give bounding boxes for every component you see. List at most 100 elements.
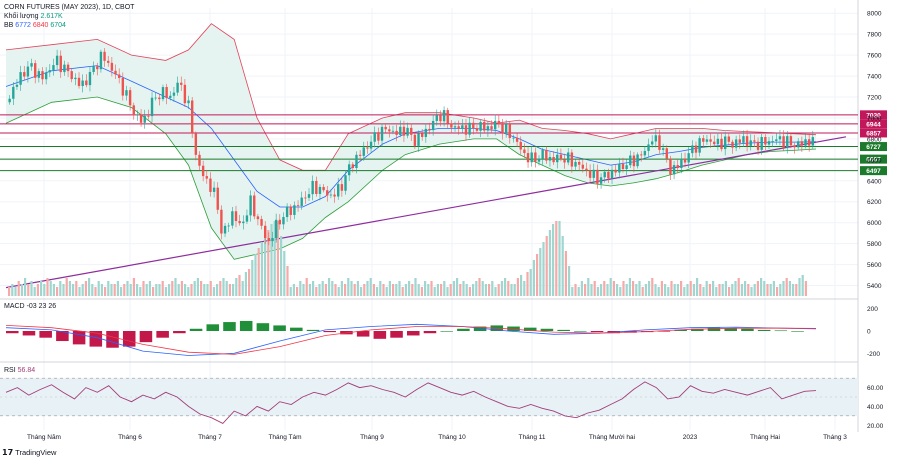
volume-bar: [603, 281, 606, 296]
candle-down: [132, 105, 135, 116]
level-tag-6727: [860, 142, 887, 152]
volume-bar: [129, 284, 132, 296]
volume-bar: [353, 284, 356, 296]
candle-down: [807, 139, 811, 146]
volume-bar: [779, 284, 782, 296]
candle-up: [227, 225, 230, 227]
volume-bar: [673, 284, 676, 296]
volume-bar: [196, 278, 199, 296]
candle-down: [180, 82, 183, 85]
candle-up: [504, 123, 508, 134]
macd-signal-line: [5, 325, 817, 355]
volume-bar: [142, 281, 145, 296]
candle-up: [610, 169, 614, 179]
candle-up: [245, 215, 249, 222]
candle-down: [377, 132, 380, 141]
volume-bar: [539, 248, 542, 296]
candle-down: [147, 115, 150, 117]
volume-bar: [424, 281, 427, 296]
volume-bar: [488, 284, 491, 296]
volume-bar: [414, 278, 417, 296]
candle-up: [300, 197, 303, 207]
volume-bar: [254, 254, 257, 296]
macd-histogram-bar: [6, 331, 19, 334]
volume-bar: [193, 281, 196, 296]
candle-up: [293, 205, 296, 215]
volume-bar: [168, 284, 171, 296]
candle-up: [672, 165, 676, 175]
volume-bar: [408, 281, 411, 296]
candle-down: [581, 164, 585, 169]
volume-bar: [366, 281, 369, 296]
volume-bar: [468, 287, 471, 296]
candle-down: [296, 205, 300, 207]
volume-bar: [238, 275, 241, 296]
candle-down: [66, 64, 70, 72]
volume-bar: [46, 278, 49, 296]
level-tag-7030: [860, 110, 887, 120]
volume-bar: [116, 281, 119, 296]
candle-down: [388, 129, 391, 132]
volume-bar: [302, 284, 305, 296]
volume-bar: [382, 284, 385, 296]
volume-bar: [564, 251, 567, 296]
volume-bar: [292, 284, 295, 296]
candle-up: [650, 141, 654, 145]
price-tick-label: 6200: [867, 199, 882, 206]
volume-bar: [638, 281, 641, 296]
candle-up: [734, 139, 738, 148]
candle-down: [117, 74, 121, 78]
candle-down: [23, 72, 26, 77]
volume-bar: [763, 281, 766, 296]
candle-up: [493, 120, 497, 130]
time-tick-label: Tháng Năm: [27, 434, 61, 441]
candle-down: [621, 164, 625, 170]
candle-down: [413, 134, 417, 146]
tradingview-footer[interactable]: 𝟭𝟳 TradingView: [2, 448, 56, 457]
candle-down: [640, 154, 643, 156]
volume-bar: [280, 236, 283, 296]
candle-down: [764, 137, 767, 145]
volume-bar: [801, 275, 804, 296]
volume-bar: [804, 281, 807, 296]
candle-down: [523, 149, 526, 154]
macd-histogram-bar: [523, 327, 537, 331]
candle-down: [676, 165, 679, 169]
candle-down: [559, 154, 563, 160]
volume-bar: [43, 284, 46, 296]
macd-histogram-bar: [574, 331, 587, 332]
volume-bar: [33, 287, 36, 296]
candle-down: [165, 87, 168, 98]
volume-bar: [782, 281, 785, 296]
candle-up: [355, 154, 358, 168]
volume-bar: [632, 281, 635, 296]
candle-down: [745, 136, 749, 146]
volume-bar: [344, 284, 347, 296]
volume-bar: [376, 287, 379, 296]
candle-down: [384, 126, 387, 130]
macd-histogram-bar: [774, 330, 788, 332]
candle-down: [789, 136, 793, 146]
candle-down: [194, 133, 198, 155]
candle-down: [508, 123, 511, 139]
candle-up: [625, 165, 628, 170]
volume-bar: [734, 281, 737, 296]
candle-up: [391, 130, 395, 132]
candle-down: [209, 178, 212, 192]
volume-bar: [580, 281, 583, 296]
volume-bar: [404, 284, 407, 296]
tradingview-brand: TradingView: [15, 448, 57, 457]
candle-down: [552, 157, 555, 163]
volume-bar: [52, 284, 55, 296]
macd-histogram-bar: [206, 324, 220, 331]
volume-bar: [657, 287, 660, 296]
candle-down: [96, 66, 99, 70]
candle-up: [55, 55, 59, 66]
volume-bar: [651, 278, 654, 296]
candle-up: [48, 70, 52, 73]
volume-bar: [40, 281, 43, 296]
volume-bar: [644, 284, 647, 296]
candle-down: [457, 126, 460, 129]
candle-up: [687, 153, 690, 163]
